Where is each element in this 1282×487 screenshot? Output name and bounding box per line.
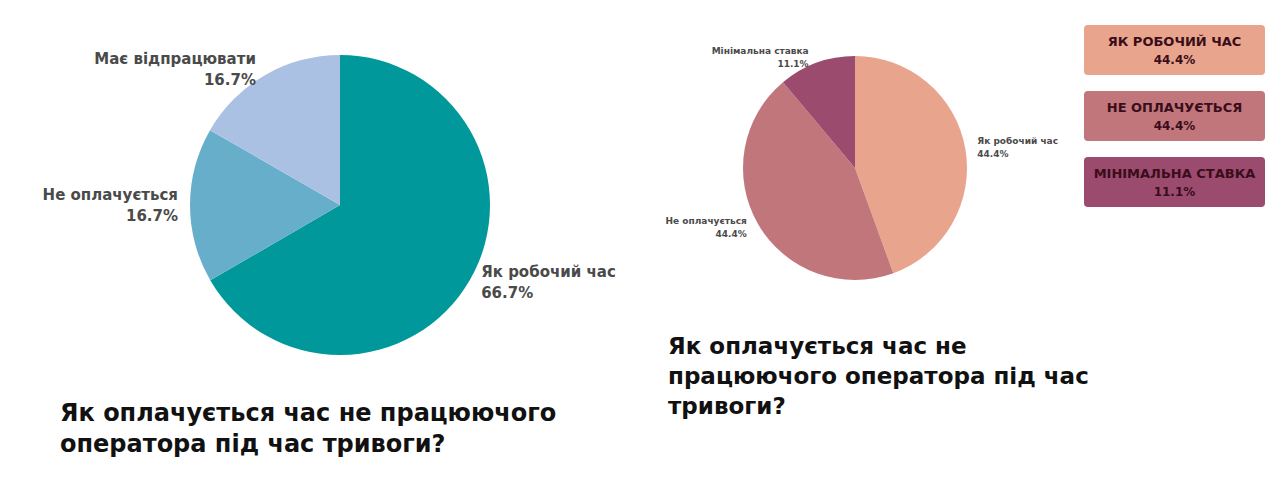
- svg-text:44.4%: 44.4%: [716, 229, 747, 239]
- svg-text:44.4%: 44.4%: [977, 149, 1008, 159]
- svg-text:ЯК РОБОЧИЙ ЧАС: ЯК РОБОЧИЙ ЧАС: [1108, 34, 1242, 49]
- svg-text:тривоги?: тривоги?: [668, 393, 786, 419]
- svg-text:Має відпрацювати: Має відпрацювати: [94, 50, 256, 68]
- svg-text:16.7%: 16.7%: [204, 71, 256, 89]
- svg-text:НЕ ОПЛАЧУЄТЬСЯ: НЕ ОПЛАЧУЄТЬСЯ: [1107, 100, 1242, 115]
- svg-text:44.4%: 44.4%: [1154, 53, 1196, 67]
- svg-text:Як робочий час: Як робочий час: [977, 136, 1058, 146]
- svg-text:Мінімальна ставка: Мінімальна ставка: [712, 46, 809, 56]
- svg-text:16.7%: 16.7%: [126, 207, 178, 225]
- svg-text:Як робочий час: Як робочий час: [481, 263, 616, 281]
- svg-text:МІНІМАЛЬНА СТАВКА: МІНІМАЛЬНА СТАВКА: [1094, 166, 1256, 181]
- svg-text:Не оплачується: Не оплачується: [43, 186, 178, 204]
- svg-text:оператора під час тривоги?: оператора під час тривоги?: [60, 430, 446, 458]
- svg-text:Як оплачується час не: Як оплачується час не: [668, 333, 967, 359]
- svg-text:11.1%: 11.1%: [777, 59, 808, 69]
- svg-text:Як оплачується час не працюючо: Як оплачується час не працюючого: [60, 399, 556, 427]
- svg-text:11.1%: 11.1%: [1154, 185, 1196, 199]
- svg-text:працюючого оператора під час: працюючого оператора під час: [668, 363, 1089, 389]
- svg-text:66.7%: 66.7%: [481, 284, 533, 302]
- svg-text:44.4%: 44.4%: [1154, 119, 1196, 133]
- svg-text:Не оплачується: Не оплачується: [666, 216, 747, 226]
